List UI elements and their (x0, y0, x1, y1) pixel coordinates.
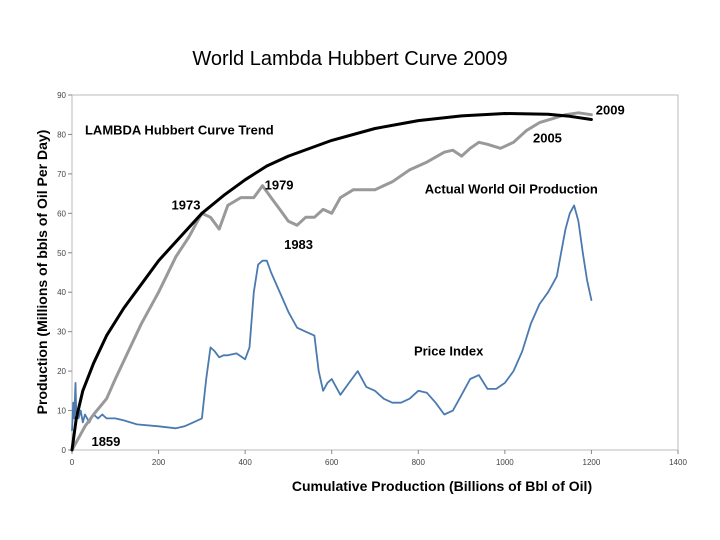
x-tick-label: 1200 (583, 458, 601, 467)
y-tick-label: 0 (62, 446, 67, 455)
y-tick-label: 40 (57, 288, 66, 297)
x-tick-label: 600 (325, 458, 339, 467)
annotation-label: 1979 (265, 178, 294, 193)
x-tick-label: 800 (412, 458, 426, 467)
hubbert-trend-line (70, 112, 593, 452)
x-tick-label: 0 (70, 458, 75, 467)
annotation-label: 1859 (91, 434, 120, 449)
annotation-label: 2009 (596, 103, 625, 118)
annotation-label: Price Index (414, 343, 484, 358)
series-lines (70, 111, 593, 452)
annotations: LAMBDA Hubbert Curve Trend 2009 2005 1979 19… (85, 103, 625, 449)
x-tick-label: 1400 (669, 458, 687, 467)
y-axis-label: Production (Millions of bbls of Oil Per … (34, 130, 50, 415)
y-tick-label: 70 (57, 170, 66, 179)
production-line (70, 111, 593, 452)
y-tick-label: 80 (57, 130, 66, 139)
annotation-label: Actual World Oil Production (425, 182, 598, 197)
annotation-label: 1973 (172, 197, 201, 212)
x-tick-label: 200 (152, 458, 166, 467)
annotation-label: 2005 (533, 130, 562, 145)
y-tick-label: 10 (57, 407, 66, 416)
y-tick-label: 60 (57, 209, 66, 218)
chart-title: World Lambda Hubbert Curve 2009 (192, 48, 508, 70)
x-tick-label: 400 (238, 458, 252, 467)
y-tick-label: 30 (57, 328, 66, 337)
price-index-line (71, 204, 593, 432)
y-tick-label: 50 (57, 249, 66, 258)
y-tick-label: 20 (57, 367, 66, 376)
y-axis-ticks: 0 10 20 30 40 50 60 70 80 90 (57, 91, 72, 455)
x-axis-ticks: 0 200 400 600 800 1000 1200 1400 (70, 450, 687, 467)
plot-area (71, 94, 679, 451)
annotation-label: LAMBDA Hubbert Curve Trend (85, 122, 274, 137)
y-tick-label: 90 (57, 91, 66, 100)
x-tick-label: 1000 (496, 458, 514, 467)
annotation-label: 1983 (284, 237, 313, 252)
x-axis-label: Cumulative Production (Billions of Bbl o… (292, 478, 592, 494)
